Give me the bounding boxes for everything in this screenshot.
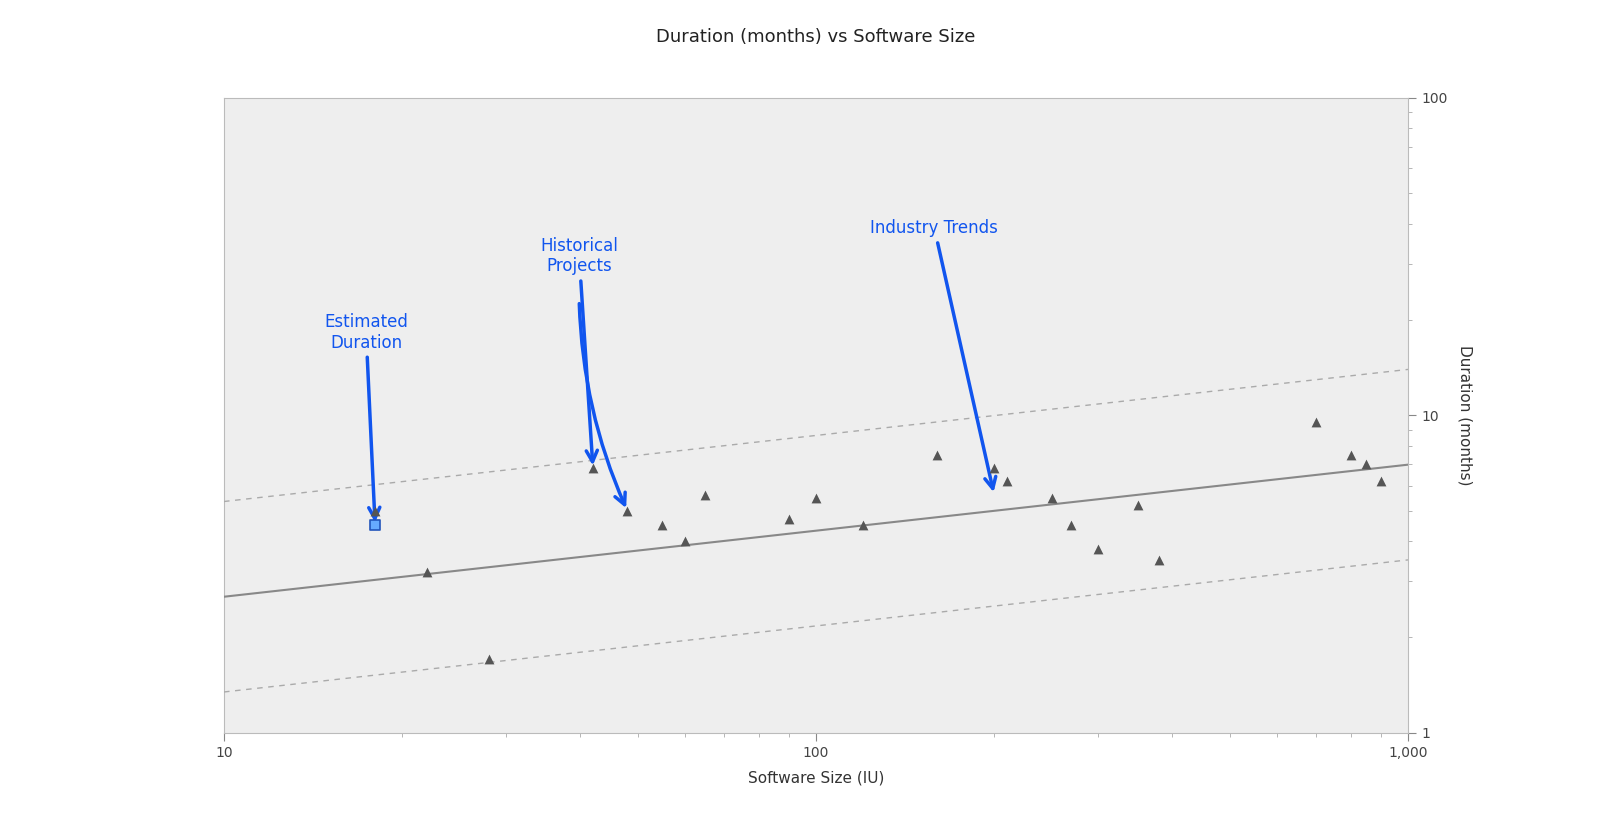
Point <box>1059 519 1085 532</box>
Point <box>850 519 875 532</box>
Point <box>776 513 802 526</box>
Text: Historical
Projects: Historical Projects <box>541 237 618 462</box>
Point <box>414 566 440 579</box>
Y-axis label: Duration (months): Duration (months) <box>1458 345 1472 485</box>
X-axis label: Software Size (IU): Software Size (IU) <box>747 771 885 786</box>
Point <box>614 504 640 517</box>
Point <box>1147 554 1173 567</box>
Point <box>994 475 1019 488</box>
Point <box>981 462 1006 475</box>
Point <box>1368 475 1394 488</box>
Point <box>362 504 387 517</box>
Point <box>650 519 675 532</box>
Point <box>1304 416 1330 429</box>
Point <box>803 491 829 504</box>
Point <box>581 462 606 475</box>
Point <box>1354 457 1379 470</box>
Text: Industry Trends: Industry Trends <box>870 219 998 488</box>
Point <box>925 449 950 462</box>
Point <box>475 653 501 666</box>
Text: Duration (months) vs Software Size: Duration (months) vs Software Size <box>656 28 976 46</box>
Point <box>1038 491 1064 504</box>
Point <box>1125 499 1150 512</box>
Point <box>362 519 387 532</box>
Point <box>693 488 718 501</box>
Point <box>1086 542 1112 555</box>
Point <box>1338 449 1363 462</box>
Point <box>672 535 698 548</box>
Text: Estimated
Duration: Estimated Duration <box>325 313 408 519</box>
